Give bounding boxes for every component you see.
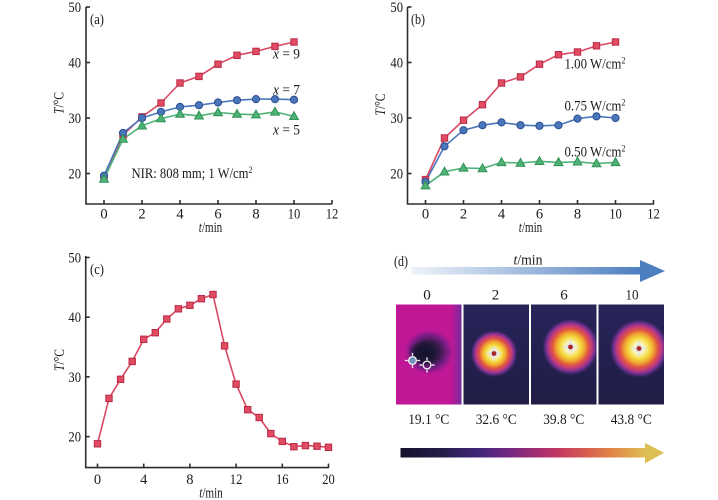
svg-text:T/°C: T/°C [373,94,389,116]
svg-text:(d): (d) [394,254,408,270]
svg-text:2: 2 [460,207,467,223]
svg-text:6: 6 [536,207,543,223]
svg-text:(b): (b) [411,12,425,28]
svg-text:6: 6 [214,207,221,223]
svg-text:20: 20 [322,472,335,488]
svg-text:20: 20 [68,167,81,183]
svg-text:16: 16 [276,472,289,488]
svg-text:1.00 W/cm2: 1.00 W/cm2 [565,57,626,73]
svg-text:4: 4 [176,207,184,223]
svg-text:x = 7: x = 7 [272,83,300,99]
svg-text:30: 30 [390,111,403,127]
svg-text:40: 40 [390,56,403,72]
svg-text:2: 2 [138,207,145,223]
svg-text:50: 50 [68,251,81,267]
svg-text:T/°C: T/°C [52,349,68,371]
svg-text:0.50 W/cm2: 0.50 W/cm2 [565,145,626,161]
svg-text:50: 50 [390,0,403,16]
svg-text:0: 0 [100,207,107,223]
svg-text:32.6 °C: 32.6 °C [476,412,517,428]
svg-text:2: 2 [492,288,500,304]
svg-text:43.8 °C: 43.8 °C [611,412,652,428]
svg-text:NIR: 808 mm; 1 W/cm2: NIR: 808 mm; 1 W/cm2 [132,166,253,182]
svg-text:6: 6 [560,288,568,304]
svg-text:T/°C: T/°C [52,92,68,114]
svg-text:20: 20 [390,167,403,183]
svg-text:19.1 °C: 19.1 °C [408,412,449,428]
svg-text:50: 50 [68,0,81,16]
svg-text:t/min: t/min [514,253,543,269]
svg-text:10: 10 [626,288,639,304]
svg-text:0: 0 [423,288,431,304]
svg-text:8: 8 [252,207,259,223]
svg-text:39.8 °C: 39.8 °C [543,412,584,428]
svg-text:12: 12 [326,207,339,223]
svg-text:t/min: t/min [199,220,223,236]
svg-text:(c): (c) [90,262,104,278]
svg-text:x = 5: x = 5 [272,123,300,139]
svg-text:40: 40 [68,56,81,72]
svg-text:x = 9: x = 9 [272,47,300,63]
svg-text:t/min: t/min [519,220,543,236]
svg-text:12: 12 [230,472,243,488]
svg-text:10: 10 [288,207,301,223]
svg-text:t/min: t/min [199,486,223,500]
svg-text:8: 8 [574,207,581,223]
svg-text:0: 0 [94,472,101,488]
svg-text:12: 12 [647,207,660,223]
svg-text:0.75 W/cm2: 0.75 W/cm2 [565,99,626,115]
svg-text:4: 4 [140,472,148,488]
svg-text:20: 20 [68,430,81,446]
svg-text:10: 10 [609,207,622,223]
svg-text:30: 30 [68,111,81,127]
svg-text:(a): (a) [90,12,104,28]
svg-text:30: 30 [68,370,81,386]
svg-text:4: 4 [498,207,506,223]
svg-text:8: 8 [186,472,193,488]
svg-text:40: 40 [68,310,81,326]
svg-text:0: 0 [422,207,429,223]
